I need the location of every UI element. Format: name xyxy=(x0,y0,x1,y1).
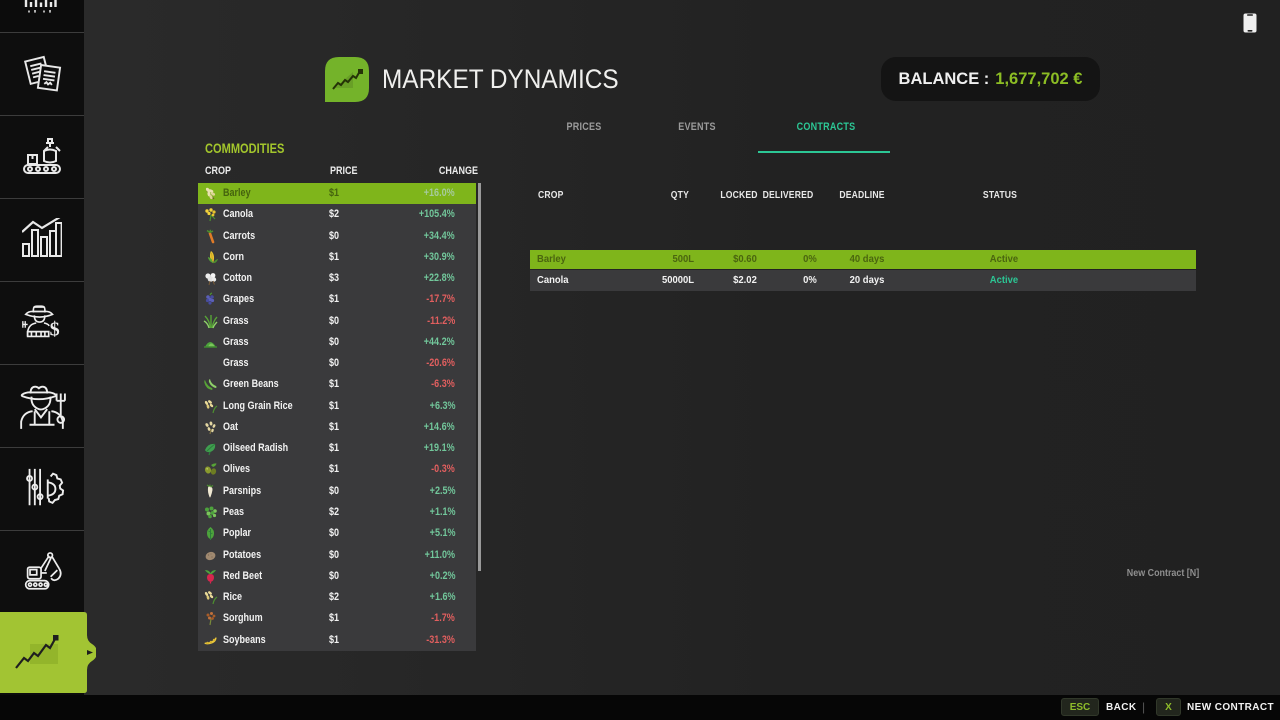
svg-text:$: $ xyxy=(50,318,60,340)
